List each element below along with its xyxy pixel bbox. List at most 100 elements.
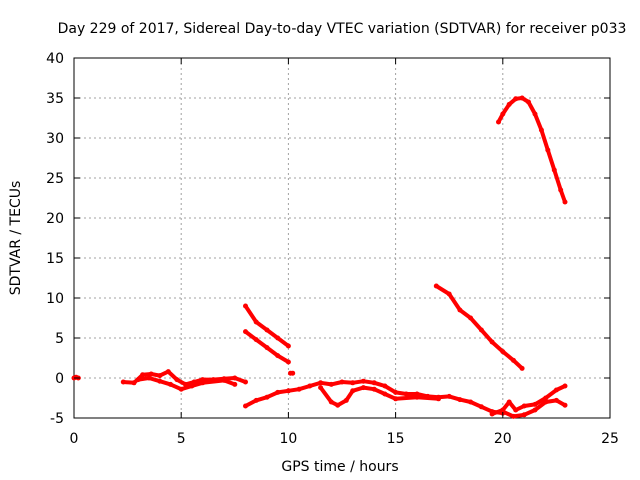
data-point [243,379,248,385]
data-point [131,380,137,386]
data-point [168,381,173,387]
data-point [553,397,559,403]
data-point [457,397,463,403]
data-point [521,403,527,409]
data-point [562,402,568,408]
data-point [551,167,557,173]
data-point [558,187,564,193]
data-point [543,399,549,405]
data-point [562,383,568,389]
data-point [120,379,126,385]
data-point [403,391,409,397]
data-point [538,127,544,133]
data-point [496,119,501,125]
data-point [148,371,154,377]
data-point [264,327,270,333]
data-point [328,381,334,387]
data-point [500,349,506,355]
data-point [135,377,141,383]
data-point [511,413,516,419]
data-point [382,383,388,389]
data-point [526,99,531,105]
data-point [157,373,163,379]
data-point [371,386,377,392]
data-point [285,388,291,394]
data-point [296,386,302,392]
data-point [511,357,516,363]
data-point [200,380,206,386]
plot-frame [73,57,611,419]
data-point [165,369,171,375]
y-tick-label: 10 [46,291,64,307]
data-point [360,385,366,391]
data-point [500,409,506,415]
data-point [532,401,538,407]
data-point [253,319,259,325]
data-point [253,397,259,403]
data-point [285,359,291,365]
series-midday-band [243,379,505,416]
y-tick-label: -5 [50,411,64,427]
data-point [285,343,291,349]
data-point [232,375,238,381]
x-axis-label: GPS time / hours [281,459,398,475]
y-tick-label: 20 [46,211,64,227]
data-point [519,365,525,371]
data-point [436,396,441,402]
series-rising-8-10-upper [243,304,291,348]
data-point [275,353,281,359]
data-point [339,379,345,385]
data-point [371,380,377,386]
data-point [513,407,519,413]
data-point [243,329,248,335]
y-tick-label: 25 [46,171,64,187]
data-point [562,199,568,205]
y-tick-label: 0 [55,371,64,387]
data-point [243,403,248,409]
data-point [478,327,484,333]
data-point [468,399,474,405]
data-point [545,147,551,153]
data-marks [71,95,568,419]
chart-title: Day 229 of 2017, Sidereal Day-to-day VTE… [58,21,627,37]
data-point [350,388,356,394]
data-point [532,407,538,413]
data-point [457,307,463,313]
x-tick-label: 25 [601,431,619,447]
data-point [275,389,281,395]
data-point [532,111,538,117]
y-tick-label: 35 [46,91,64,107]
x-tick-label: 0 [70,431,79,447]
data-point [318,380,324,386]
data-point [264,345,270,351]
data-point [318,385,324,391]
data-point [468,315,474,321]
data-point [146,375,152,381]
x-tick-label: 15 [387,431,405,447]
series-peak-arc [496,96,567,204]
data-point [328,399,334,405]
data-point [189,383,195,389]
data-point [307,383,313,389]
data-point [506,399,512,405]
data-point [360,378,366,384]
data-point [157,378,163,384]
data-point [335,402,341,408]
data-point [543,395,549,401]
data-point [446,393,452,399]
data-point [521,412,527,418]
data-point [553,387,559,393]
data-point [414,394,420,400]
data-point [275,335,281,341]
data-point [350,380,356,386]
data-point [506,101,512,107]
y-axis-label: SDTVAR / TECUs [8,181,24,296]
y-tick-label: 30 [46,131,64,147]
data-point [290,370,296,376]
data-point [519,95,525,101]
data-point [393,396,399,402]
data-point [253,337,259,343]
y-tick-label: 5 [55,331,64,347]
y-tick-label: 40 [46,51,64,67]
data-point [513,96,519,102]
